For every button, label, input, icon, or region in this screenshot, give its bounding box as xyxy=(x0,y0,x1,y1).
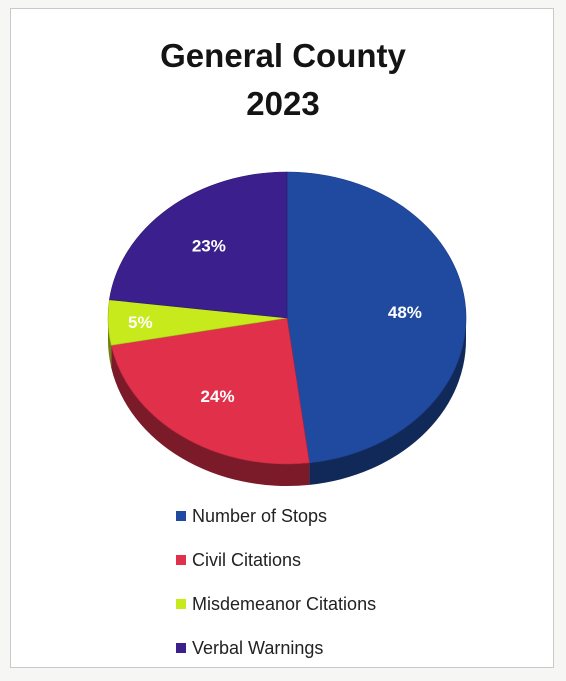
legend-label-number-of-stops: Number of Stops xyxy=(192,505,328,526)
legend-item-misdemeanor-citations: Misdemeanor Citations xyxy=(176,593,376,615)
chart-title-line-2: 2023 xyxy=(246,85,320,122)
legend-label-verbal-warnings: Verbal Warnings xyxy=(192,637,324,658)
legend-label-civil-citations: Civil Citations xyxy=(192,549,302,570)
legend-label-misdemeanor-citations: Misdemeanor Citations xyxy=(192,593,377,614)
pie-labels: 48% 24% 5% 23% xyxy=(128,237,422,406)
pie-value-label-misdemeanor-citations: 5% xyxy=(128,313,153,332)
legend-swatch-civil-citations xyxy=(176,555,186,565)
legend-item-number-of-stops: Number of Stops xyxy=(176,505,376,527)
pie-slice-number-of-stops xyxy=(286,171,467,464)
pie-tops xyxy=(107,171,467,465)
pie-slice-civil-citations xyxy=(110,317,310,465)
pie-sides xyxy=(108,318,466,487)
legend-swatch-misdemeanor-citations xyxy=(176,599,186,609)
legend-item-civil-citations: Civil Citations xyxy=(176,549,376,571)
chart-legend: Number of Stops Civil Citations Misdemea… xyxy=(176,505,376,681)
legend-swatch-number-of-stops xyxy=(176,511,186,521)
pie-chart: 48% 24% 5% 23% xyxy=(107,171,467,487)
chart-title: General County 2023 xyxy=(0,32,566,128)
legend-swatch-verbal-warnings xyxy=(176,643,186,653)
pie-side-number-of-stops xyxy=(309,318,466,485)
pie-side-misdemeanor-citations xyxy=(108,318,112,368)
chart-title-line-1: General County xyxy=(160,37,406,74)
legend-item-verbal-warnings: Verbal Warnings xyxy=(176,637,376,659)
pie-value-label-civil-citations: 24% xyxy=(201,387,235,406)
pie-side-civil-citations xyxy=(111,345,310,487)
pie-slice-verbal-warnings xyxy=(109,171,288,319)
pie-value-label-verbal-warnings: 23% xyxy=(192,237,226,256)
pie-value-label-number-of-stops: 48% xyxy=(388,303,422,322)
